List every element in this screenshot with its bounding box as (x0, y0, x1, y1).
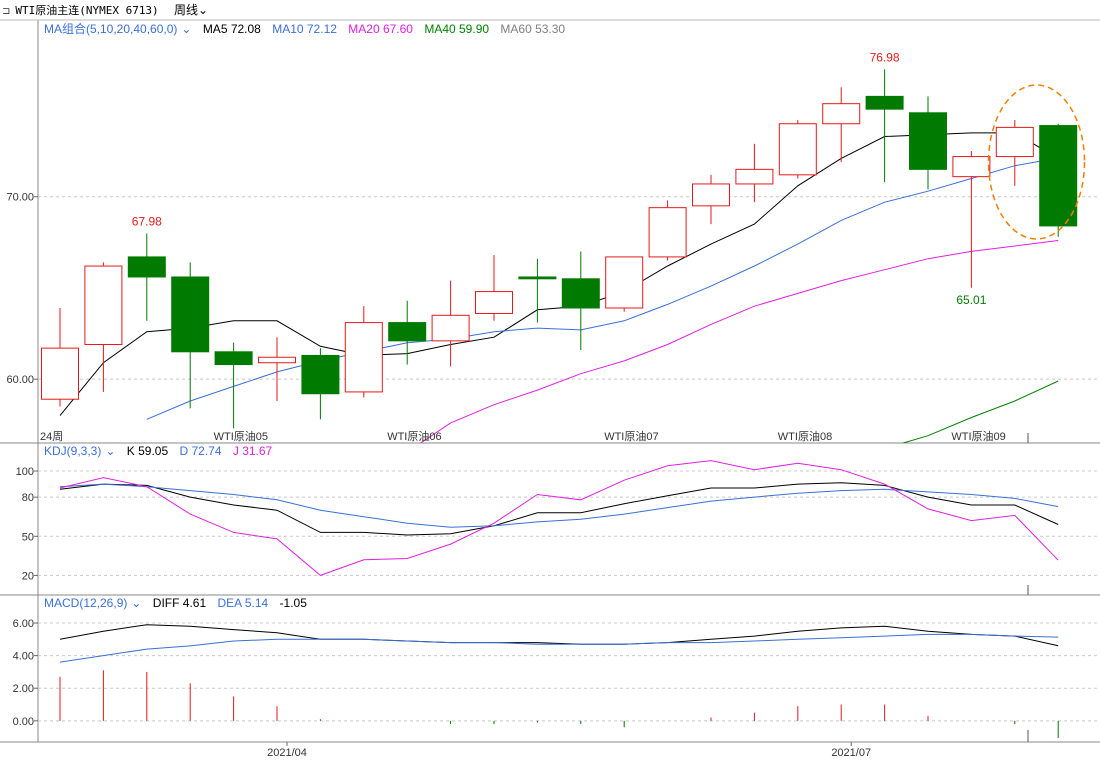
x-tick-label: 2021/04 (267, 747, 307, 759)
candle-up (735, 168, 774, 185)
ma10-line (146, 157, 1059, 420)
candle-down (214, 351, 253, 366)
y-tick-label: 6.00 (13, 618, 34, 630)
macd-legend: MACD(12,26,9) ⌄ DIFF 4.61 DEA 5.14 -1.05 (44, 596, 315, 610)
candle-up (692, 183, 730, 207)
d-line (59, 483, 1059, 528)
extreme-label: 67.98 (132, 215, 162, 229)
candle-up (258, 356, 296, 364)
candle-up (475, 291, 513, 314)
chevron-down-icon[interactable]: ⌄ (181, 22, 192, 36)
period-selector[interactable]: 周线⌄ (174, 3, 208, 17)
chevron-down-icon: ⌄ (198, 3, 209, 17)
contract-label: WTI原油09 (951, 429, 1005, 443)
ma40-line (901, 380, 1059, 443)
candle-up (41, 347, 79, 400)
candle-down (518, 276, 557, 280)
ma60-legend: MA60 53.30 (500, 22, 566, 36)
y-tick-label: 60.00 (6, 374, 34, 386)
y-tick-label: 100 (16, 466, 34, 478)
y-tick-label: 80 (22, 492, 34, 504)
kdj-legend-name[interactable]: KDJ(9,3,3) (44, 444, 102, 458)
y-tick-label: 2.00 (13, 683, 34, 695)
candle-up (431, 314, 470, 342)
x-tick-label: 2021/07 (831, 747, 871, 759)
candle-down (909, 112, 947, 170)
candle-down (127, 256, 166, 278)
chart-header: ⊐ WTI原油主连(NYMEX 6713) 周线⌄ (0, 0, 1100, 20)
contract-label: WTI原油06 (387, 429, 441, 443)
period-label: 周线 (174, 3, 199, 17)
j-legend: J 31.67 (232, 444, 273, 458)
candle-down (1039, 125, 1078, 227)
candle-up (778, 123, 817, 176)
y-tick-label: 50 (22, 531, 34, 543)
candle-down (561, 278, 600, 309)
candle-down (171, 276, 210, 353)
expand-icon[interactable]: ⊐ (2, 6, 11, 17)
dea-line (59, 633, 1059, 663)
diff-line (59, 624, 1059, 647)
extreme-label: 76.98 (870, 50, 900, 64)
highlight-ellipse (987, 84, 1086, 240)
diff-legend: DIFF 4.61 (152, 596, 207, 610)
chevron-down-icon[interactable]: ⌄ (131, 596, 142, 610)
candle-up (822, 103, 861, 125)
y-tick-label: 0.00 (13, 716, 34, 728)
dea-legend: DEA 5.14 (217, 596, 269, 610)
kdj-legend: KDJ(9,3,3) ⌄ K 59.05 D 72.74 J 31.67 (44, 444, 280, 458)
candle-down (301, 354, 340, 395)
k-legend: K 59.05 (126, 444, 169, 458)
contract-label: WTI原油07 (604, 429, 658, 443)
y-tick-label: 20 (22, 570, 34, 582)
candle-up (995, 126, 1034, 158)
extreme-label: 65.01 (956, 293, 986, 307)
candle-up (344, 322, 383, 393)
candle-down (865, 95, 904, 110)
ma20-line (419, 240, 1059, 443)
candle-up (952, 156, 991, 178)
j-line (59, 460, 1059, 576)
chevron-down-icon[interactable]: ⌄ (105, 444, 116, 458)
y-tick-label: 70.00 (6, 192, 34, 204)
ma-legend-name[interactable]: MA组合(5,10,20,40,60,0) (44, 22, 178, 36)
y-tick-label: 4.00 (13, 651, 34, 663)
ma5-legend: MA5 72.08 (202, 22, 261, 36)
contract-label: WTI原油08 (778, 429, 832, 443)
candle-up (648, 207, 687, 258)
contract-label: 24周 (40, 430, 63, 443)
ma40-legend: MA40 59.90 (424, 22, 490, 36)
ma5-line (59, 132, 1059, 416)
d-legend: D 72.74 (179, 444, 222, 458)
macd-legend-name[interactable]: MACD(12,26,9) (44, 596, 128, 610)
candle-up (84, 265, 123, 345)
instrument-title[interactable]: WTI原油主连(NYMEX 6713) (15, 4, 159, 17)
ma10-legend: MA10 72.12 (272, 22, 337, 36)
candle-down (388, 322, 427, 342)
contract-label: WTI原油05 (214, 429, 268, 443)
candle-up (605, 256, 644, 309)
ma20-legend: MA20 67.60 (348, 22, 413, 36)
k-line (59, 482, 1059, 536)
ma-legend: MA组合(5,10,20,40,60,0) ⌄ MA5 72.08 MA10 72… (44, 20, 573, 37)
macd-value-legend: -1.05 (279, 596, 307, 610)
